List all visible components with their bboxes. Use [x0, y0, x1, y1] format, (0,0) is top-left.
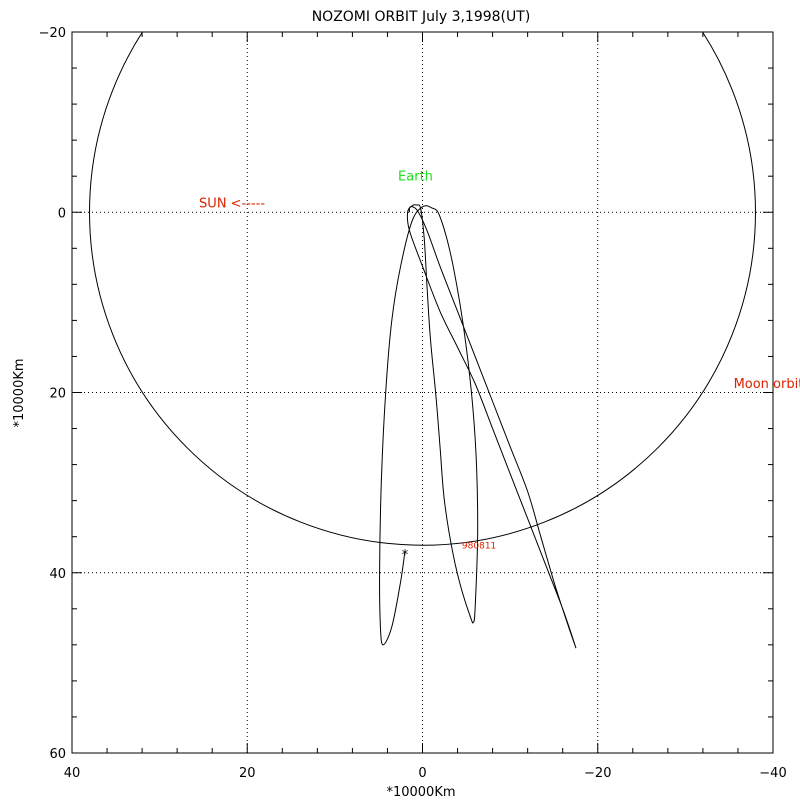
y-tick-label: −20: [39, 26, 66, 41]
x-tick-label: 40: [64, 766, 81, 781]
current-position-marker: *: [402, 548, 409, 563]
x-axis-label: *10000Km: [386, 785, 455, 800]
x-tick-label: −20: [584, 766, 611, 781]
moon-orbit-circle: [89, 32, 756, 546]
moon-orbit-label: Moon orbit: [734, 377, 800, 392]
y-tick-labels: −20 0 20 40 60: [39, 26, 66, 762]
y-tick-label: 20: [49, 387, 66, 402]
x-tick-label: −40: [759, 766, 786, 781]
y-tick-label: 40: [49, 567, 66, 582]
x-tick-labels: 40 20 0 −20 −40: [64, 766, 787, 781]
y-tick-label: 60: [49, 747, 66, 762]
grid-lines: [72, 32, 773, 753]
y-axis-label: *10000Km: [12, 358, 27, 427]
x-tick-label: 0: [418, 766, 426, 781]
date-label: 980811: [462, 541, 496, 551]
chart-title: NOZOMI ORBIT July 3,1998(UT): [312, 9, 531, 25]
axis-ticks: [71, 31, 774, 754]
sun-label: SUN <-----: [199, 197, 265, 212]
x-tick-label: 20: [239, 766, 256, 781]
nozomi-orbit-path: [379, 204, 577, 649]
y-tick-label: 0: [58, 206, 66, 221]
earth-label: Earth: [398, 170, 433, 185]
